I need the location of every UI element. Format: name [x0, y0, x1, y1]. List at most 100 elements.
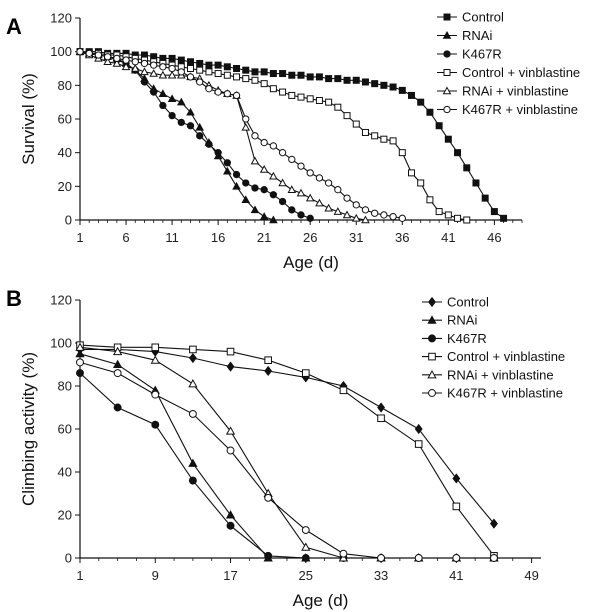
data-point: [233, 65, 241, 72]
data-point: [187, 65, 194, 72]
data-point: [371, 80, 379, 88]
x-tick-label: 36: [395, 230, 409, 245]
data-point: [85, 49, 93, 57]
data-point: [351, 213, 361, 222]
data-point: [297, 162, 305, 170]
x-tick-label: 17: [223, 568, 237, 583]
data-point: [242, 75, 250, 83]
data-point: [380, 81, 388, 89]
data-point: [333, 207, 343, 215]
data-point: [334, 75, 342, 83]
data-point: [150, 88, 158, 96]
x-tick-label: 11: [165, 230, 179, 245]
data-point: [251, 68, 259, 76]
data-point: [75, 348, 85, 358]
data-point: [242, 115, 250, 123]
data-point: [177, 68, 185, 76]
y-tick-label: 20: [58, 508, 72, 523]
legend-marker: [442, 31, 452, 39]
data-point: [352, 76, 360, 84]
legend-marker: [428, 296, 436, 308]
data-point: [389, 212, 397, 221]
data-point: [241, 122, 251, 131]
y-axis-title: Climbing activity (%): [19, 352, 38, 506]
data-point: [112, 346, 123, 356]
data-point: [223, 63, 231, 71]
series-line: [80, 348, 495, 524]
data-point: [168, 54, 176, 62]
data-point: [269, 70, 277, 78]
data-point: [223, 71, 231, 79]
data-point: [131, 58, 139, 66]
data-point: [260, 68, 268, 76]
data-point: [196, 78, 204, 86]
data-point: [195, 122, 205, 131]
data-point: [361, 206, 370, 214]
x-tick-label: 49: [524, 568, 538, 583]
data-point: [159, 101, 167, 110]
data-point: [121, 62, 131, 71]
legend-marker: [442, 86, 452, 95]
data-point: [325, 98, 333, 106]
data-point: [305, 193, 315, 202]
data-point: [352, 120, 360, 128]
y-tick-label: 0: [65, 551, 72, 566]
data-point: [177, 56, 185, 64]
legend-label: K467R: [462, 47, 502, 62]
data-point: [301, 542, 311, 551]
data-point: [426, 196, 434, 204]
data-point: [339, 549, 348, 558]
data-point: [398, 149, 406, 157]
legend-marker: [428, 334, 436, 343]
data-point: [444, 211, 452, 219]
data-point: [371, 209, 379, 217]
data-point: [325, 75, 333, 83]
data-point: [226, 361, 235, 372]
series-rnai: [75, 47, 278, 224]
data-point: [343, 194, 351, 202]
data-point: [452, 554, 461, 562]
data-point: [287, 185, 297, 193]
data-point: [301, 369, 310, 377]
legend-label: RNAi: [462, 28, 492, 43]
data-point: [324, 179, 333, 187]
legend-label: Control + vinblastine: [462, 65, 580, 80]
legend-label: Control + vinblastine: [447, 349, 565, 364]
data-point: [324, 203, 333, 212]
data-point: [481, 194, 489, 202]
y-tick-label: 20: [58, 179, 72, 194]
data-point: [112, 359, 123, 369]
data-point: [103, 57, 112, 66]
data-point: [205, 85, 213, 93]
data-point: [232, 181, 241, 190]
data-point: [159, 63, 167, 71]
legend-label: Control: [447, 295, 489, 310]
legend-label: Control: [462, 10, 504, 25]
data-point: [380, 211, 388, 219]
data-point: [75, 342, 85, 351]
data-point: [176, 97, 186, 106]
x-tick-label: 1: [76, 568, 83, 583]
data-point: [500, 214, 508, 222]
data-point: [140, 59, 149, 68]
data-point: [343, 112, 351, 120]
data-point: [297, 211, 305, 219]
data-point: [306, 169, 314, 177]
data-point: [352, 201, 360, 209]
data-point: [223, 166, 232, 175]
data-point: [168, 64, 176, 73]
x-tick-label: 25: [299, 568, 313, 583]
data-point: [278, 178, 287, 187]
data-point: [167, 70, 177, 79]
legend-marker: [443, 50, 451, 58]
data-point: [377, 554, 386, 562]
data-point: [260, 138, 268, 147]
data-point: [417, 98, 425, 106]
data-point: [454, 214, 462, 222]
data-point: [205, 140, 213, 148]
y-tick-label: 100: [50, 336, 72, 351]
data-point: [241, 195, 251, 204]
data-point: [269, 142, 278, 150]
data-point: [158, 70, 168, 79]
